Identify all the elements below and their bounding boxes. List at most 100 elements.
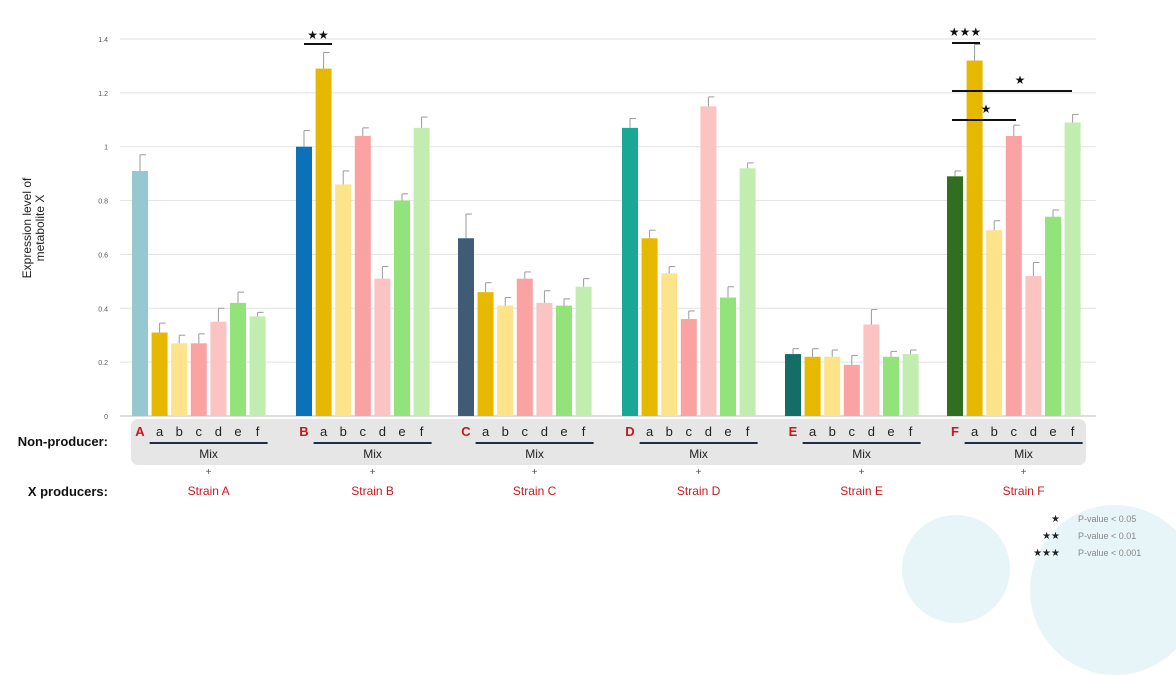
mix-label: Mix (852, 447, 871, 461)
strain-label: Strain C (513, 484, 557, 498)
category-label: f (909, 424, 913, 439)
legend-text: P-value < 0.001 (1078, 548, 1142, 558)
bar-D-f (739, 168, 756, 416)
plus-sign: + (859, 467, 865, 478)
plus-sign: + (1021, 467, 1027, 478)
legend-item: ★★★ P-value < 0.001 (1030, 548, 1141, 559)
plus-sign: + (532, 467, 538, 478)
bar-E-d (863, 324, 880, 416)
legend-stars: ★★ (1042, 531, 1060, 542)
category-label: d (705, 424, 712, 439)
bar-F-c (1005, 135, 1022, 416)
bar-F-f (1064, 122, 1081, 416)
y-tick-label: 0.2 (98, 360, 108, 367)
mix-label: Mix (525, 447, 544, 461)
bar-E-E (785, 354, 801, 416)
category-label: e (724, 424, 731, 439)
bar-A-a (151, 332, 168, 416)
y-tick-label: 0.8 (98, 199, 108, 206)
bar-E-e (883, 356, 899, 416)
plus-sign: + (696, 467, 702, 478)
category-label: b (176, 424, 183, 439)
bar-C-e (556, 305, 572, 416)
category-label: e (1049, 424, 1056, 439)
bar-E-b (824, 356, 841, 416)
plus-sign: + (206, 467, 212, 478)
legend-stars: ★ (1051, 514, 1060, 525)
category-label: c (849, 424, 856, 439)
bar-C-c (516, 278, 533, 416)
bar-D-e (720, 297, 736, 416)
bar-B-e (394, 200, 410, 416)
legend-stars: ★★★ (1033, 548, 1060, 559)
category-label: f (420, 424, 424, 439)
category-label: b (666, 424, 673, 439)
bar-D-a (641, 238, 658, 416)
category-label: d (379, 424, 386, 439)
bar-C-d (536, 302, 553, 416)
bar-F-e (1045, 216, 1061, 416)
category-label: d (868, 424, 875, 439)
significance-stars: ★★ (307, 28, 329, 42)
bar-C-a (477, 292, 494, 416)
category-label: B (299, 424, 308, 439)
mix-label: Mix (199, 447, 218, 461)
category-label: e (560, 424, 567, 439)
strain-label: Strain E (840, 484, 883, 498)
bar-F-b (986, 230, 1003, 416)
bar-F-a (966, 60, 983, 417)
bar-A-A (132, 170, 148, 416)
category-label: f (256, 424, 260, 439)
y-axis-label: Expression level of metabolite X (20, 177, 47, 279)
category-label: f (582, 424, 586, 439)
category-label: a (971, 424, 979, 439)
category-label: d (541, 424, 548, 439)
y-tick-label: 0 (104, 414, 108, 421)
bar-D-b (661, 273, 678, 416)
bar-A-b (171, 343, 188, 416)
bar-A-c (190, 343, 207, 416)
category-label: b (991, 424, 998, 439)
bar-D-c (680, 319, 697, 416)
bar-D-d (700, 106, 717, 417)
strain-label: Strain A (188, 484, 230, 498)
mix-label: Mix (1014, 447, 1033, 461)
category-label: c (196, 424, 203, 439)
category-label: A (135, 424, 145, 439)
category-label: e (887, 424, 894, 439)
strain-label: Strain F (1003, 484, 1045, 498)
mix-label: Mix (363, 447, 382, 461)
bar-C-C (458, 238, 474, 416)
category-label: E (789, 424, 798, 439)
category-label: f (1071, 424, 1075, 439)
category-label: a (320, 424, 328, 439)
y-tick-label: 1 (104, 145, 108, 152)
bar-A-d (210, 321, 227, 416)
strain-label: Strain B (351, 484, 394, 498)
category-label: f (746, 424, 750, 439)
category-label: c (522, 424, 529, 439)
category-label: a (156, 424, 164, 439)
category-label: c (360, 424, 367, 439)
bar-B-c (354, 135, 371, 416)
bar-E-f (902, 354, 919, 416)
significance-stars: ★ (1015, 73, 1026, 87)
category-label: e (234, 424, 241, 439)
bar-B-d (374, 278, 391, 416)
legend-text: P-value < 0.05 (1078, 514, 1137, 524)
bar-F-F (947, 176, 963, 416)
category-label: a (809, 424, 817, 439)
y-tick-label: 0.4 (98, 306, 108, 313)
bar-B-B (296, 146, 312, 416)
bar-C-b (497, 305, 514, 416)
y-tick-label: 0.6 (98, 252, 108, 259)
bar-E-a (804, 356, 821, 416)
category-label: b (502, 424, 509, 439)
bar-F-d (1025, 275, 1042, 416)
category-label: D (625, 424, 634, 439)
legend-item: ★ P-value < 0.05 (1030, 514, 1136, 525)
non-producer-label: Non-producer: (17, 434, 108, 449)
category-label: a (646, 424, 654, 439)
category-label: e (398, 424, 405, 439)
category-label: d (215, 424, 222, 439)
